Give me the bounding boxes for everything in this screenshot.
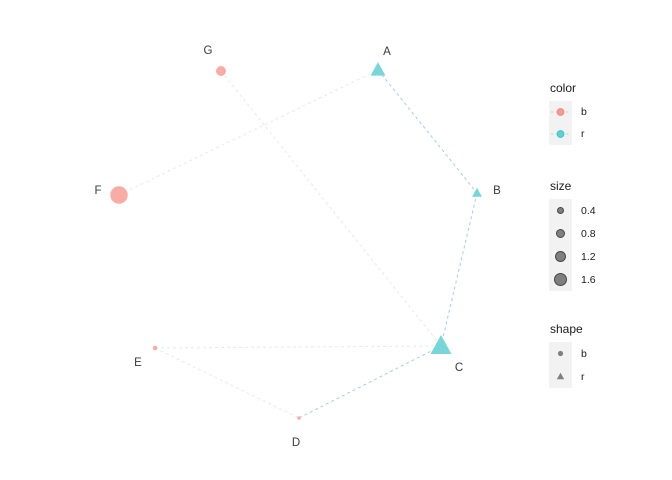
legend-label: r	[581, 370, 585, 383]
legend-item-shape-b: b	[549, 342, 587, 365]
legend-shape-title: shape	[550, 322, 583, 336]
node-label-G: G	[204, 45, 213, 57]
legend-shape-keys: b r	[549, 342, 587, 388]
legend-item-size-12: 1.2	[549, 245, 596, 268]
size-dot-icon	[549, 245, 572, 268]
edge-E-D	[154, 347, 300, 419]
node-G	[216, 66, 226, 76]
node-E	[152, 345, 158, 351]
size-dot-icon	[549, 199, 572, 222]
node-D	[297, 416, 301, 420]
legend-item-shape-r: r	[549, 365, 587, 388]
legend-item-color-b: b	[549, 101, 587, 123]
edge-A-B	[377, 69, 478, 194]
legend-label: 1.6	[581, 273, 596, 286]
node-label-F: F	[94, 185, 101, 197]
legend-label: r	[581, 128, 585, 140]
legend-label: 1.2	[581, 250, 596, 263]
legend-label: 0.8	[581, 227, 596, 240]
edge-G-C	[220, 70, 442, 347]
node-C	[430, 335, 452, 354]
legend-item-color-r: r	[549, 123, 587, 145]
circle-icon	[549, 342, 572, 365]
edge-B-C	[440, 192, 478, 347]
node-label-D: D	[292, 437, 300, 449]
color-key-b-icon	[549, 101, 572, 123]
legend-item-size-16: 1.6	[549, 268, 596, 291]
legend-size-title: size	[550, 179, 572, 193]
node-B	[472, 187, 482, 197]
legend-shape: shape b r	[549, 322, 587, 388]
color-key-r-icon	[549, 123, 572, 145]
legend-item-size-08: 0.8	[549, 222, 596, 245]
legend-label: b	[581, 347, 587, 360]
legend-color: color b r	[549, 81, 587, 145]
legend-color-keys: b r	[549, 101, 587, 145]
node-A	[370, 62, 386, 76]
node-F	[110, 186, 128, 204]
node-label-E: E	[134, 357, 142, 369]
edge-E-C	[154, 345, 442, 349]
node-label-B: B	[493, 185, 501, 197]
triangle-icon	[549, 365, 572, 388]
legend-size: size 0.4 0.8 1.2 1.6	[549, 179, 596, 291]
size-dot-icon	[549, 268, 572, 291]
size-dot-icon	[549, 222, 572, 245]
node-label-C: C	[455, 362, 463, 374]
legend-item-size-04: 0.4	[549, 199, 596, 222]
node-label-A: A	[383, 46, 391, 58]
legend-label: b	[581, 106, 587, 118]
edge-F-A	[118, 69, 379, 196]
legend-color-title: color	[550, 81, 577, 95]
legend-label: 0.4	[581, 204, 596, 217]
edge-C-D	[298, 345, 442, 419]
legend-size-keys: 0.4 0.8 1.2 1.6	[549, 199, 596, 291]
